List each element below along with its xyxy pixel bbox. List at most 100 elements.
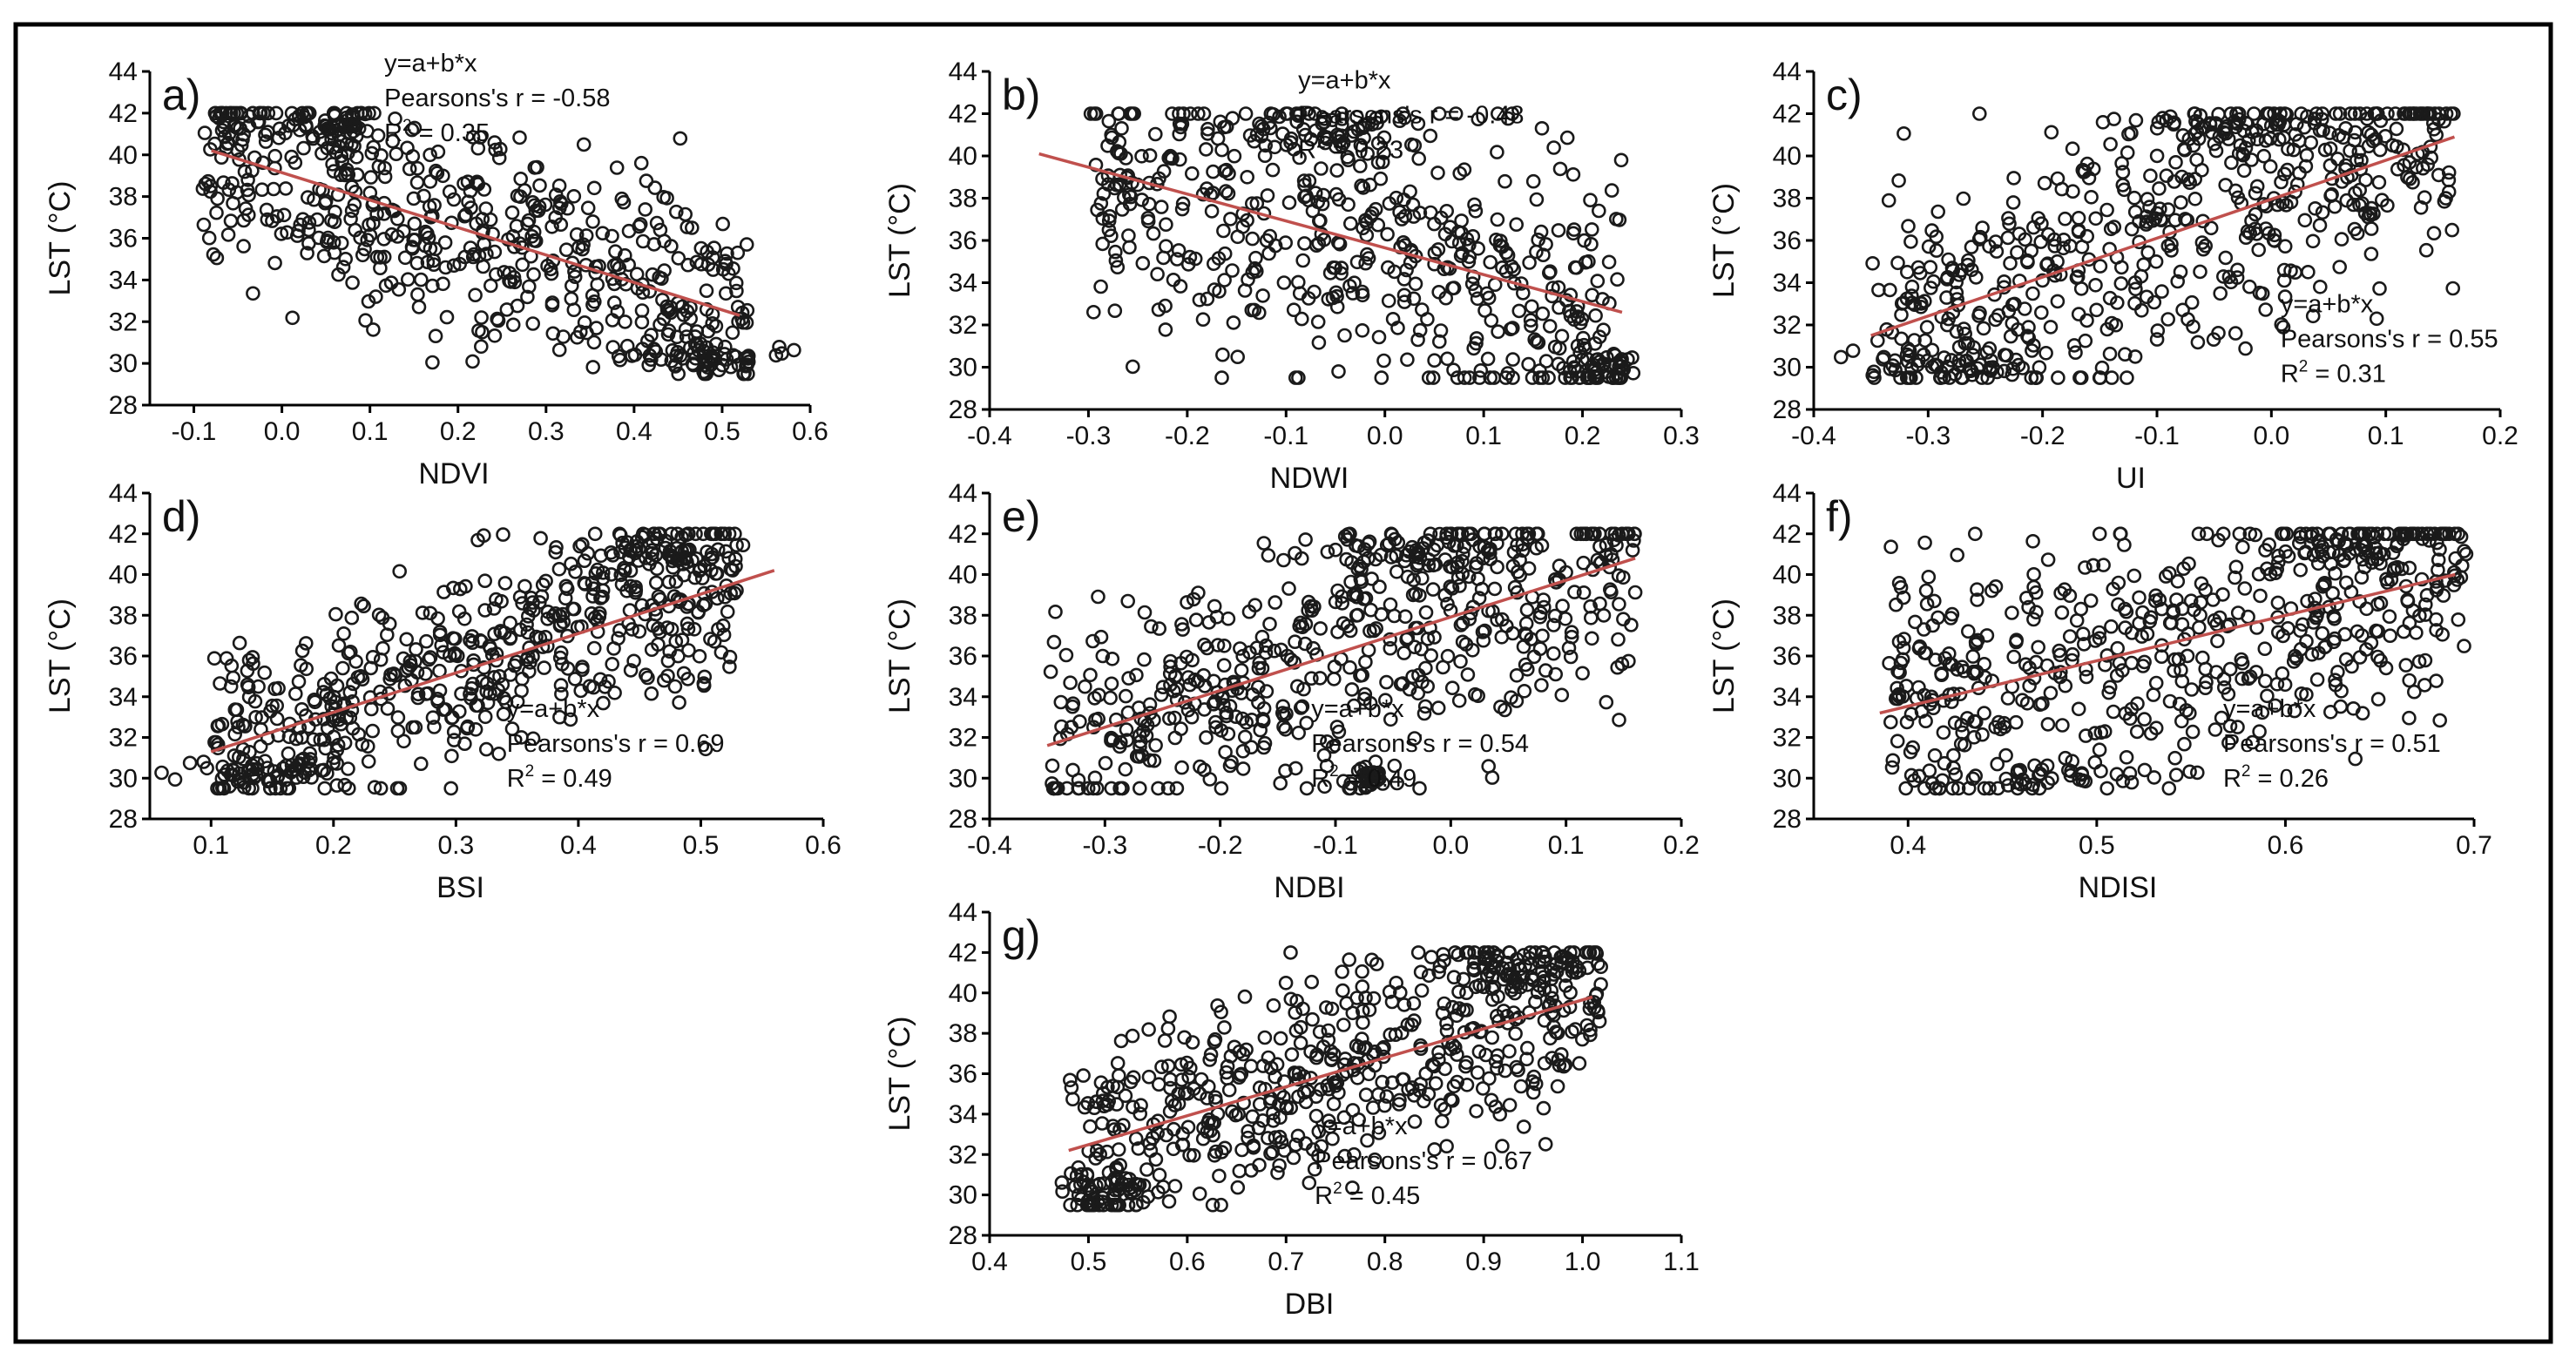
data-point — [1373, 171, 1389, 186]
data-point — [316, 762, 332, 778]
data-point — [240, 207, 256, 222]
data-point — [671, 366, 686, 382]
data-point — [1956, 191, 1971, 206]
data-point — [1096, 1085, 1111, 1101]
data-point — [1354, 561, 1369, 577]
y-tick-label: 44 — [1773, 479, 1802, 508]
data-point — [229, 702, 245, 718]
data-point — [1929, 243, 1944, 258]
data-point — [2258, 302, 2273, 317]
data-point — [1396, 997, 1412, 1012]
data-point — [1257, 735, 1273, 751]
y-tick-label: 28 — [949, 805, 977, 834]
data-point — [2228, 570, 2242, 585]
data-point — [2257, 641, 2273, 657]
data-point — [1218, 677, 1233, 693]
x-tick-label: 0.6 — [805, 831, 842, 860]
data-point — [1461, 526, 1476, 542]
data-point — [2358, 172, 2373, 187]
data-point — [1444, 233, 1459, 249]
data-point — [373, 250, 388, 265]
data-point — [2074, 240, 2090, 254]
data-point — [1132, 781, 1147, 796]
data-point — [1266, 1113, 1281, 1128]
data-point — [1903, 768, 1919, 783]
y-tick-label: 42 — [1773, 520, 1802, 549]
data-point — [254, 182, 270, 197]
data-point — [298, 636, 314, 651]
data-point — [1356, 767, 1371, 782]
data-point — [371, 607, 387, 623]
data-point — [1389, 564, 1404, 579]
data-point — [1924, 689, 1939, 705]
data-point — [1139, 1162, 1154, 1177]
data-point — [2446, 106, 2461, 121]
data-point — [496, 707, 511, 722]
data-point — [2427, 106, 2443, 121]
data-point — [1216, 658, 1232, 673]
data-point — [2005, 195, 2021, 210]
data-point — [1148, 126, 1163, 142]
data-point — [1975, 727, 1990, 742]
data-point — [1245, 196, 1260, 211]
data-point — [363, 170, 379, 185]
data-point — [1117, 190, 1132, 205]
data-point — [2313, 279, 2328, 294]
data-point — [1169, 781, 1185, 796]
data-point — [671, 251, 686, 266]
data-point — [2400, 170, 2415, 185]
data-point — [2000, 691, 2016, 706]
data-point — [2441, 165, 2457, 180]
data-point — [320, 766, 335, 781]
data-point — [2115, 165, 2131, 179]
r-squared: R2 = 0.35 — [384, 117, 490, 147]
data-point — [579, 325, 594, 341]
data-point — [2390, 538, 2404, 554]
data-point — [521, 664, 537, 680]
data-point — [1281, 195, 1297, 210]
data-point — [1613, 355, 1628, 370]
data-point — [633, 155, 649, 171]
data-point — [1569, 526, 1585, 542]
data-point — [402, 161, 417, 177]
data-point — [1420, 312, 1435, 327]
data-point — [1546, 618, 1561, 632]
data-point — [1313, 1082, 1329, 1097]
data-point — [388, 112, 402, 126]
data-point — [1449, 1008, 1464, 1024]
data-point — [564, 556, 578, 571]
data-point — [2025, 533, 2040, 549]
data-point — [1891, 686, 1907, 702]
data-point — [1451, 1001, 1467, 1016]
data-point — [1529, 526, 1545, 542]
data-point — [2402, 155, 2417, 170]
data-point — [1319, 1000, 1334, 1015]
data-point — [1091, 589, 1105, 605]
data-point — [1454, 213, 1469, 228]
data-point — [413, 272, 429, 287]
data-point — [689, 551, 704, 566]
data-point — [2193, 264, 2208, 280]
data-point — [1890, 664, 1905, 679]
data-point — [1476, 1081, 1491, 1096]
data-point — [679, 220, 695, 234]
data-point — [538, 573, 553, 589]
data-point — [2047, 239, 2062, 254]
data-point — [1308, 238, 1324, 254]
data-point — [576, 237, 591, 253]
data-point — [2068, 345, 2083, 361]
data-point — [376, 206, 392, 221]
data-point — [2435, 626, 2450, 642]
data-point — [1291, 725, 1306, 740]
data-point — [487, 686, 503, 701]
data-point — [2329, 531, 2344, 547]
data-point — [772, 339, 787, 355]
data-point — [476, 259, 490, 274]
data-point — [1308, 1050, 1324, 1065]
data-point — [623, 663, 639, 678]
data-point — [1325, 290, 1341, 306]
data-point — [423, 650, 438, 665]
data-point — [2005, 315, 2020, 331]
data-point — [2397, 624, 2411, 639]
data-point — [2372, 281, 2387, 296]
